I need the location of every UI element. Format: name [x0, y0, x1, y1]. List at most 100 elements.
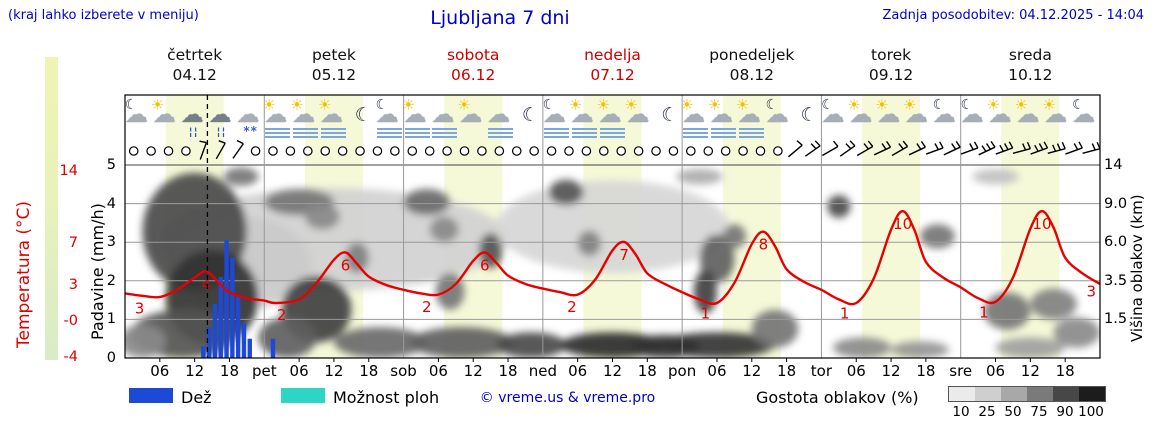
time-label: 12 [881, 362, 901, 380]
time-label: 12 [742, 362, 762, 380]
day-name: sobota [446, 46, 500, 64]
axis-tick: 9.0 [1104, 195, 1128, 212]
cloud-scale-segment [1001, 387, 1027, 401]
day-abbrev-label: sre [949, 362, 973, 380]
last-update: Zadnja posodobitev: 04.12.2025 - 14:04 [882, 8, 1144, 23]
time-label: 12 [463, 362, 483, 380]
axis-tick: 5 [106, 157, 116, 173]
time-label: 12 [602, 362, 623, 380]
axis-tick: 14 [59, 163, 78, 179]
copyright-link[interactable]: © vreme.us & vreme.pro [479, 390, 656, 406]
day-abbrev-label: tor [810, 362, 833, 380]
time-label: 18 [219, 362, 239, 380]
temperature-color-strip [45, 57, 58, 360]
axis-tick: 4 [106, 195, 116, 212]
cloud-scale-segment [975, 387, 1001, 401]
time-label: 12 [185, 362, 205, 380]
svg-text:7: 7 [619, 246, 629, 264]
axis-tick: 1 [106, 311, 116, 328]
axis-tick: 14 [1104, 157, 1123, 173]
wind-row [128, 139, 1101, 160]
cloud-density-scale [948, 386, 1106, 402]
temperature-value-labels: 3 4 2 6 2 6 2 7 1 8 1 10 1 10 3 [135, 215, 1096, 324]
menu-hint: (kraj lahko izberete v meniju) [8, 8, 199, 23]
showers-legend-label: Možnost ploh [333, 388, 440, 407]
cloud-scale-tick: 50 [1004, 404, 1022, 420]
cloud-scale-segment [1027, 387, 1053, 401]
day-name: ponedeljek [709, 46, 795, 64]
time-label: 18 [498, 362, 518, 380]
day-abbrev-label: ned [528, 362, 557, 380]
temperature-curve [125, 209, 1100, 306]
day-date: 10.12 [1008, 66, 1053, 84]
svg-text:2: 2 [422, 298, 432, 316]
day-date: 08.12 [729, 66, 774, 84]
day-date: 05.12 [311, 66, 357, 84]
svg-text:3: 3 [135, 299, 145, 317]
time-label: 18 [916, 362, 936, 380]
cloud-scale-tick: 100 [1078, 404, 1104, 420]
svg-text:1: 1 [701, 305, 711, 323]
time-label: 12 [1020, 362, 1040, 380]
time-label: 18 [1055, 362, 1075, 380]
axis-tick-marks [159, 358, 1066, 362]
axis-tick: 3 [106, 234, 116, 251]
axis-tick: 0 [106, 350, 116, 366]
axis-tick: -0 [63, 313, 78, 329]
cloud-scale-segment [1079, 387, 1105, 401]
cloud-scale-segment [1053, 387, 1079, 401]
svg-text:10: 10 [893, 215, 912, 233]
axis-tick: 3.5 [1104, 272, 1128, 289]
time-label: 06 [985, 362, 1006, 380]
axis-tick: -4 [63, 349, 78, 365]
time-label: 06 [428, 362, 448, 380]
time-label: 12 [324, 362, 344, 380]
time-label: 18 [777, 362, 797, 380]
day-date: 04.12 [172, 66, 217, 84]
svg-text:10: 10 [1032, 215, 1051, 233]
axis-tick: 6.0 [1104, 234, 1128, 251]
cloud-scale-segment [949, 387, 975, 401]
cloud-density-label: Gostota oblakov (%) [756, 388, 919, 407]
svg-text:2: 2 [277, 306, 287, 324]
day-name: sreda [1008, 46, 1052, 64]
cloud-scale-tick: 75 [1030, 404, 1048, 420]
time-label: 06 [289, 362, 309, 380]
day-name: petek [311, 46, 356, 64]
precipitation-bars [201, 240, 276, 358]
svg-text:2: 2 [567, 298, 577, 316]
day-date: 09.12 [868, 66, 914, 84]
axis-tick: 3 [68, 277, 78, 293]
svg-text:1: 1 [979, 303, 989, 321]
cloud-scale-tick: 90 [1056, 404, 1074, 420]
svg-text:3: 3 [1087, 283, 1097, 301]
time-label: 06 [568, 362, 588, 380]
day-date: 06.12 [451, 66, 496, 84]
time-label: 18 [359, 362, 379, 380]
day-abbrev-label: pon [668, 362, 697, 380]
day-name: torek [871, 46, 912, 64]
day-date: 07.12 [590, 66, 635, 84]
svg-text:4: 4 [201, 275, 211, 293]
axis-tick: 2 [106, 272, 116, 289]
showers-legend-swatch [281, 388, 325, 403]
day-abbrev-label: sob [390, 362, 417, 380]
time-label: 06 [707, 362, 727, 380]
svg-text:6: 6 [480, 256, 490, 274]
rain-legend-swatch [129, 388, 173, 403]
svg-text:8: 8 [759, 236, 769, 254]
axis-tick: 1.5 [1104, 311, 1128, 328]
svg-text:6: 6 [341, 256, 351, 274]
axis-tick: 7 [68, 235, 78, 251]
time-label: 06 [150, 362, 170, 380]
cloud-scale-tick: 25 [978, 404, 996, 420]
cloud-scale-tick: 10 [952, 404, 970, 420]
rain-legend-label: Dež [181, 388, 212, 407]
day-name: nedelja [584, 46, 641, 64]
page-title: Ljubljana 7 dni [430, 7, 570, 29]
time-label: 18 [637, 362, 657, 380]
day-name: četrtek [167, 46, 223, 64]
day-abbrev-label: pet [251, 362, 277, 380]
